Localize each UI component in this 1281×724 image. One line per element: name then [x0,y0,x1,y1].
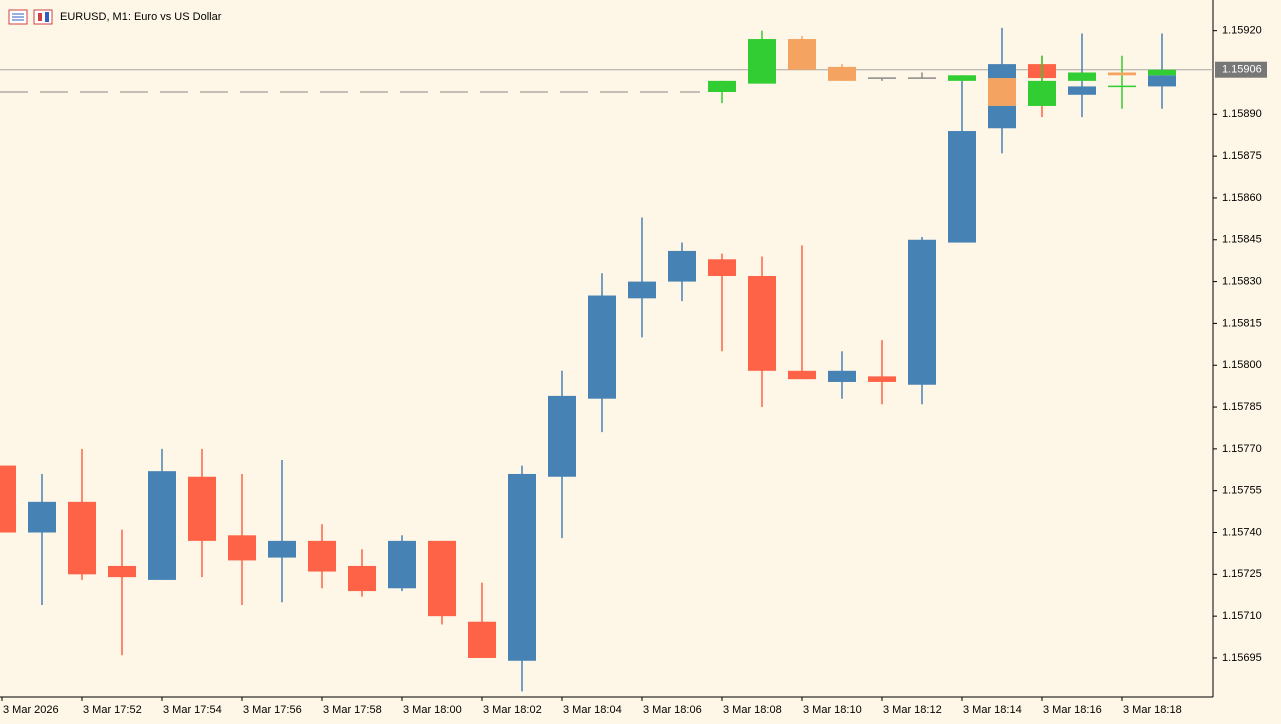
candle-body [268,540,296,558]
x-tick-label: 3 Mar 18:18 [1123,704,1182,716]
x-tick-label: 3 Mar 18:12 [883,704,942,716]
candle-body [828,370,856,382]
y-tick-label: 1.15860 [1222,192,1262,204]
x-tick-label: 3 Mar 17:56 [243,704,302,716]
chart-title: EURUSD, M1: Euro vs US Dollar [60,11,222,23]
candle-body [828,66,856,81]
candle-body [388,540,416,589]
candle-body [708,259,736,277]
candle-body [1148,75,1176,87]
candle-body [1108,72,1136,76]
candle-body [508,473,536,661]
candle-body [788,39,816,70]
y-tick-label: 1.15875 [1222,150,1262,162]
toolbar-icons [8,9,53,25]
x-tick-label: 3 Mar 18:06 [643,704,702,716]
x-tick-label: 3 Mar 17:58 [323,704,382,716]
candle-body [908,239,936,385]
x-tick-label: 3 Mar 17:52 [83,704,142,716]
candle-body [708,80,736,93]
candle-body [588,295,616,399]
price-label-box [1215,61,1267,78]
candle-body [948,75,976,81]
y-tick-label: 1.15815 [1222,317,1262,329]
candle-body [28,501,56,533]
candle-body [548,395,576,477]
candle-body [308,540,336,572]
candle-body [468,621,496,658]
icon-bar [45,12,49,22]
x-tick-label: 3 Mar 18:04 [563,704,622,716]
x-tick-label: 3 Mar 2026 [3,704,59,716]
candle-body [1028,80,1056,106]
candle-body [748,39,776,84]
candle-body [748,276,776,371]
candle-body [148,471,176,580]
y-tick-label: 1.15800 [1222,359,1262,371]
y-tick-label: 1.15725 [1222,568,1262,580]
candle-body [68,501,96,575]
y-tick-label: 1.15845 [1222,234,1262,246]
x-tick-label: 3 Mar 18:14 [963,704,1022,716]
x-tick-label: 3 Mar 18:02 [483,704,542,716]
candle-body [188,476,216,541]
icon-bar [38,13,42,21]
y-tick-label: 1.15920 [1222,25,1262,37]
x-tick-label: 3 Mar 18:00 [403,704,462,716]
y-tick-label: 1.15710 [1222,610,1262,622]
candle-body [868,376,896,382]
x-tick-label: 3 Mar 18:10 [803,704,862,716]
candle-body [988,78,1016,106]
price-label: 1.15906 [1222,64,1262,76]
y-tick-label: 1.15740 [1222,526,1262,538]
candle-body [108,565,136,578]
candle-body [348,565,376,592]
candle-body [948,131,976,243]
candle-body [1148,69,1176,76]
y-tick-label: 1.15890 [1222,108,1262,120]
y-tick-label: 1.15785 [1222,401,1262,413]
x-tick-label: 3 Mar 18:16 [1043,704,1102,716]
candle-body [788,370,816,380]
candle-body [428,540,456,617]
icon [33,9,53,25]
y-tick-label: 1.15695 [1222,652,1262,664]
y-tick-label: 1.15770 [1222,443,1262,455]
candle-body [1068,86,1096,95]
candle-body [628,281,656,299]
candle-body [668,250,696,282]
x-tick-label: 3 Mar 17:54 [163,704,222,716]
y-tick-label: 1.15830 [1222,275,1262,287]
candle-body [1068,72,1096,81]
y-tick-label: 1.15755 [1222,485,1262,497]
x-tick-label: 3 Mar 18:08 [723,704,782,716]
candle-body [0,465,16,533]
candle-body [228,535,256,561]
